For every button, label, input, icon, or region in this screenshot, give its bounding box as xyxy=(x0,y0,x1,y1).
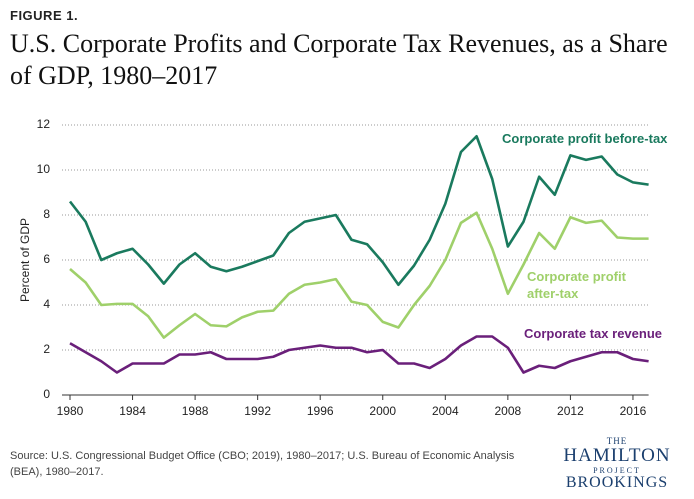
x-tick-label: 1980 xyxy=(57,404,84,418)
y-tick-label: 8 xyxy=(43,207,50,221)
chart-title: U.S. Corporate Profits and Corporate Tax… xyxy=(10,29,668,90)
y-tick-label: 0 xyxy=(43,387,50,401)
x-tick-label: 2016 xyxy=(620,404,647,418)
series-line xyxy=(69,211,649,339)
x-tick-label: 2012 xyxy=(557,404,584,418)
series-label: Corporate profit after-tax xyxy=(527,269,626,301)
logo-text: BROOKINGS xyxy=(565,474,669,491)
x-tick-label: 1988 xyxy=(182,404,209,418)
y-tick-label: 4 xyxy=(43,297,50,311)
source-note: Source: U.S. Congressional Budget Office… xyxy=(10,450,515,478)
figure-label: FIGURE 1. xyxy=(10,8,79,23)
y-tick-label: 12 xyxy=(37,117,51,131)
series-line xyxy=(69,335,649,374)
x-tick-label: 2004 xyxy=(432,404,459,418)
y-tick-label: 6 xyxy=(43,252,50,266)
x-tick-label: 1996 xyxy=(307,404,334,418)
series-line xyxy=(68,134,649,287)
logo-text: THE xyxy=(606,436,628,446)
y-axis-label: Percent of GDP xyxy=(18,218,32,302)
y-tick-label: 2 xyxy=(43,342,50,356)
x-tick-label: 1984 xyxy=(119,404,146,418)
x-tick-label: 2008 xyxy=(495,404,522,418)
x-tick-label: 2000 xyxy=(369,404,396,418)
logo-text: HAMILTON xyxy=(563,445,671,466)
logo-text: PROJECT xyxy=(593,466,641,475)
y-tick-label: 10 xyxy=(37,162,51,176)
series-label: Corporate profit before-tax xyxy=(502,131,668,146)
series-label: Corporate tax revenue xyxy=(524,326,662,341)
x-tick-label: 1992 xyxy=(244,404,271,418)
